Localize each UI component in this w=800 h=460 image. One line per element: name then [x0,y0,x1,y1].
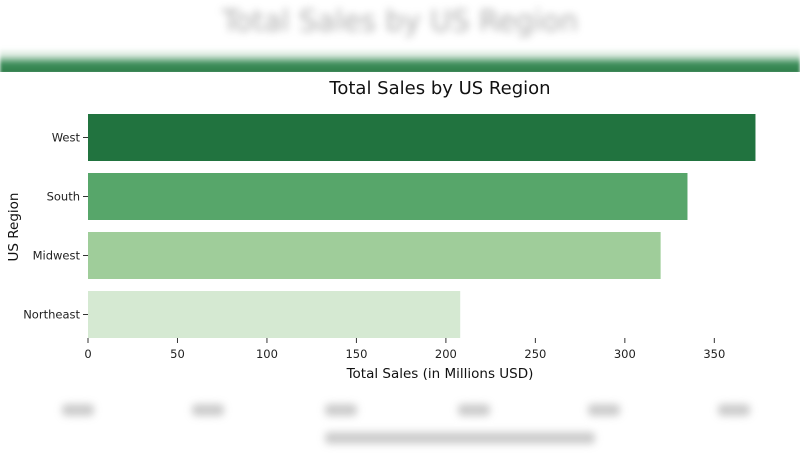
green-gradient-band [0,48,800,74]
y-tick-label-northeast: Northeast [23,308,80,322]
y-tick-label-south: South [47,190,80,204]
y-tick-label-west: West [52,131,81,145]
x-tick-label: 250 [524,347,546,361]
bar-west [88,114,756,161]
bar-midwest [88,232,661,279]
x-tick-label: 0 [84,347,91,361]
x-tick-label: 50 [170,347,185,361]
x-tick-label: 100 [256,347,278,361]
x-tick-label: 150 [345,347,367,361]
y-axis-label: US Region [6,193,22,262]
blurred-title-reflection: Total Sales by US Region [221,4,579,38]
blurred-axis-reflection [0,398,800,458]
x-tick-label: 300 [614,347,636,361]
x-axis-label: Total Sales (in Millions USD) [346,366,534,382]
y-tick-group: West South Midwest Northeast [23,131,88,322]
chart-title: Total Sales by US Region [328,78,550,99]
x-tick-group: 0 50 100 150 200 250 300 350 [84,338,725,361]
bar-south [88,173,688,220]
bar-northeast [88,291,461,338]
bars-group [88,114,756,338]
y-tick-label-midwest: Midwest [33,249,81,263]
bar-chart: Total Sales by US Region West South Midwes… [0,72,800,394]
x-tick-label: 200 [435,347,457,361]
x-tick-label: 350 [703,347,725,361]
